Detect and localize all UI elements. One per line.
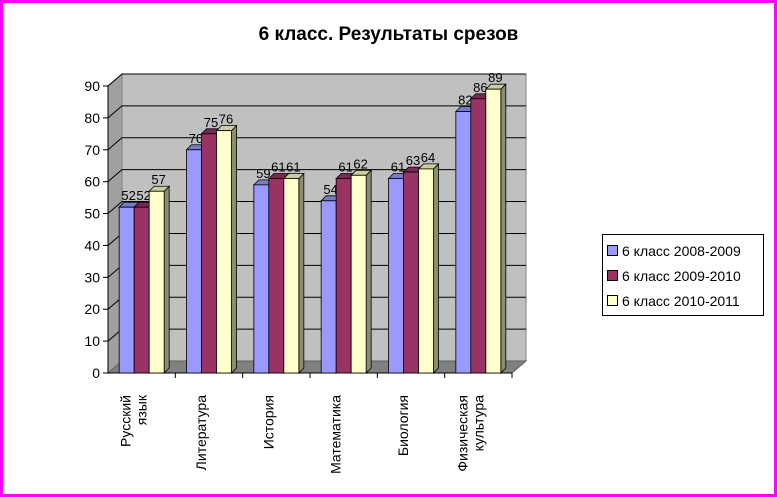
x-tick-label: Математика	[328, 395, 344, 474]
chart-title: 6 класс. Результаты срезов	[258, 24, 519, 45]
bar-series-2-cat-1	[133, 206, 150, 374]
data-label: 75	[204, 115, 218, 130]
gridline	[107, 73, 526, 87]
y-tick-label: 20	[84, 301, 100, 317]
data-label: 64	[421, 150, 435, 165]
data-label: 62	[353, 156, 367, 171]
x-tick-label: Русский	[118, 395, 134, 447]
data-label: 61	[271, 159, 285, 174]
y-tick-label: 60	[84, 174, 100, 190]
y-tick-label: 10	[84, 333, 100, 349]
x-tick-label: культура	[470, 395, 486, 452]
y-tick-label: 40	[84, 237, 100, 253]
legend-item-series-3: 6 класс 2010-2011	[607, 288, 763, 313]
data-label: 61	[286, 159, 300, 174]
data-label: 57	[151, 172, 165, 187]
bar-series-2-cat-5	[403, 171, 419, 374]
y-tick-label: 80	[84, 110, 100, 126]
bar-series-3-cat-6-side	[500, 83, 507, 374]
bar-series-1-cat-3	[253, 184, 270, 374]
legend-swatch-series-1	[607, 245, 618, 256]
legend-item-series-1: 6 класс 2008-2009	[607, 238, 763, 263]
y-tick-label: 30	[84, 269, 100, 285]
legend-swatch-series-2	[607, 270, 618, 281]
gridline	[107, 105, 526, 119]
bar-series-3-cat-4-side	[365, 169, 372, 374]
data-label: 86	[473, 80, 487, 95]
data-label: 61	[391, 159, 405, 174]
data-label: 54	[323, 182, 337, 197]
bar-series-2-cat-4	[335, 178, 352, 374]
x-tick-label: Физическая	[454, 395, 470, 472]
bar-series-3-cat-1-side	[163, 185, 170, 374]
bar-series-2-cat-6	[470, 98, 487, 374]
data-label: 61	[338, 159, 352, 174]
bar-series-1-cat-4	[320, 200, 337, 374]
legend-label-series-1: 6 класс 2008-2009	[622, 242, 741, 259]
bar-series-3-cat-5	[418, 168, 434, 374]
bar-series-1-cat-5	[388, 178, 404, 374]
bar-series-3-cat-2	[216, 130, 232, 374]
bar-series-1-cat-1	[118, 206, 135, 374]
bar-series-3-cat-1	[148, 190, 165, 374]
bar-series-3-cat-4	[350, 174, 367, 374]
x-tick-label: История	[260, 395, 276, 449]
y-tick-label: 50	[84, 206, 100, 222]
legend-item-series-2: 6 класс 2009-2010	[607, 263, 763, 288]
data-label: 89	[488, 70, 502, 85]
y-tick-label: 70	[84, 142, 100, 158]
y-tick-label: 90	[84, 78, 100, 94]
bar-series-2-cat-2	[201, 133, 217, 374]
bar-series-1-cat-2	[186, 149, 202, 374]
bar-series-1-cat-6	[455, 111, 472, 374]
data-label: 70	[189, 131, 203, 146]
data-label: 82	[458, 93, 472, 108]
data-label: 59	[256, 166, 270, 181]
bar-series-3-cat-2-side	[231, 124, 237, 374]
legend-swatch-series-3	[607, 295, 618, 306]
legend-label-series-3: 6 класс 2010-2011	[622, 292, 740, 309]
data-label: 52	[121, 188, 135, 203]
x-tick-label: Биология	[395, 395, 411, 456]
y-tick-label: 0	[92, 365, 100, 381]
gridline	[107, 137, 526, 151]
bar-series-3-cat-5-side	[433, 162, 439, 374]
x-tick-label: язык	[134, 394, 150, 425]
bar-series-3-cat-3-side	[298, 172, 305, 374]
bar-series-3-cat-6	[485, 88, 502, 374]
legend-label-series-2: 6 класс 2009-2010	[622, 267, 741, 284]
data-label: 52	[136, 188, 150, 203]
data-label: 63	[406, 153, 420, 168]
gridline	[107, 169, 526, 183]
chart-legend: 6 класс 2008-2009 6 класс 2009-2010 6 кл…	[602, 234, 764, 316]
bar-series-2-cat-3	[268, 178, 285, 374]
x-tick-label: Литература	[193, 395, 209, 471]
bar-series-3-cat-3	[283, 178, 300, 374]
data-label: 76	[219, 112, 233, 127]
